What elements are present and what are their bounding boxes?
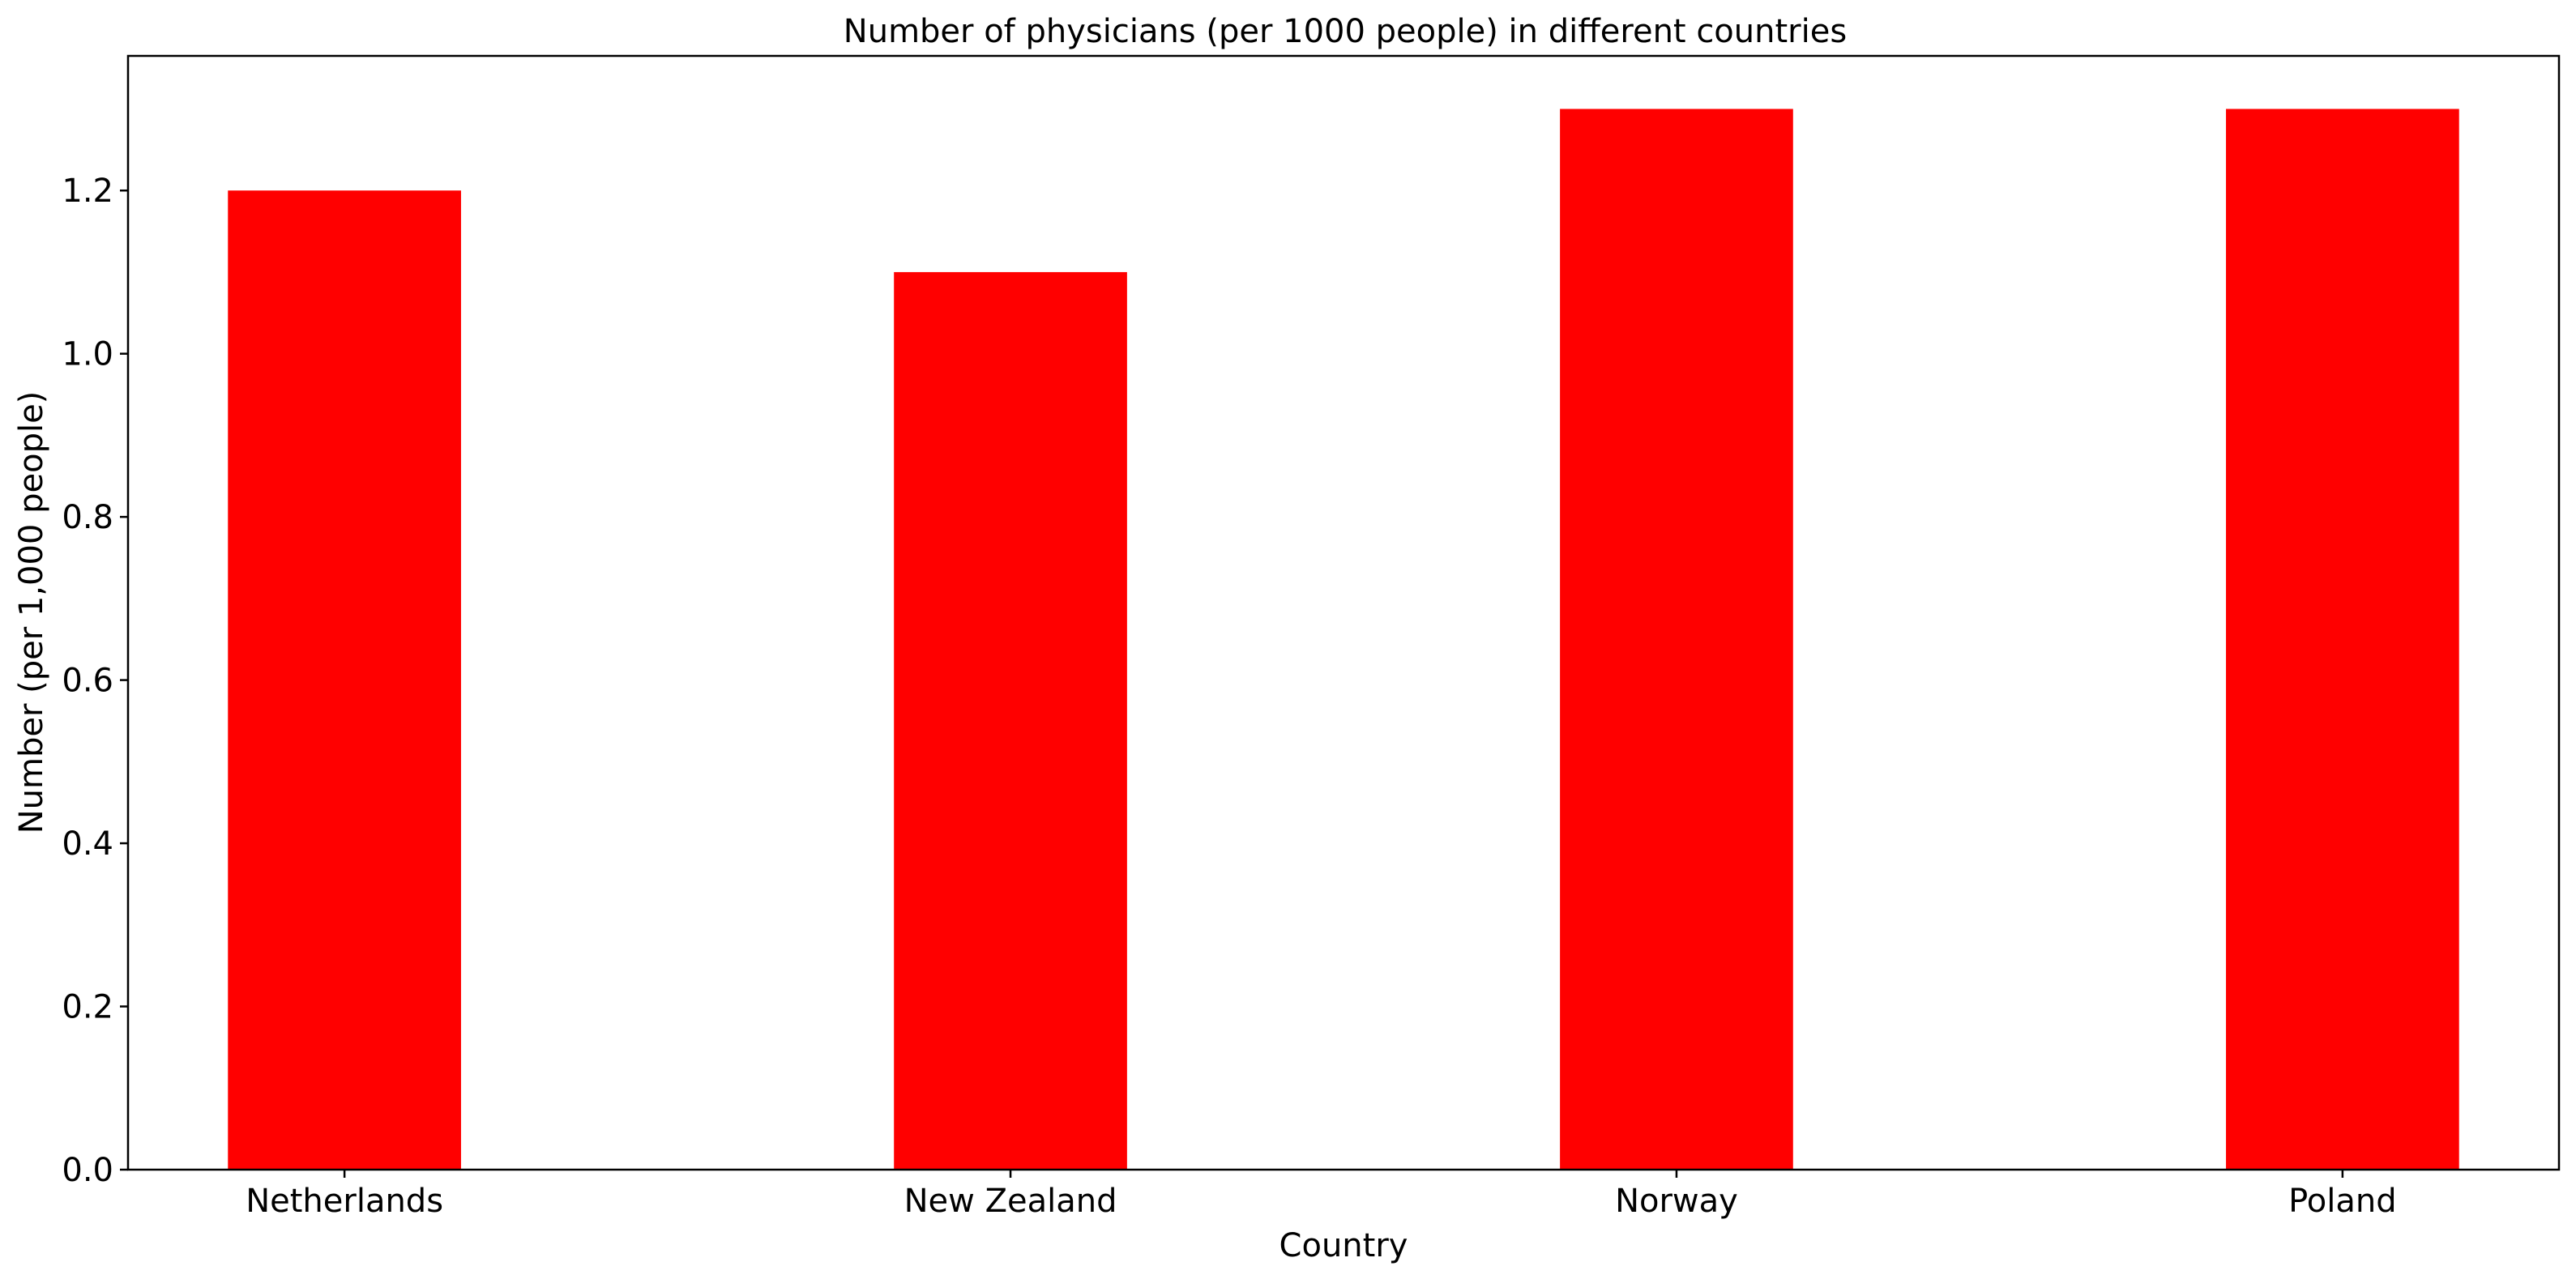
y-tick-label: 0.4 xyxy=(62,825,113,863)
y-tick-label: 1.0 xyxy=(62,336,113,373)
y-tick-label: 0.2 xyxy=(62,989,113,1026)
y-axis-ticks: 0.0 0.2 0.4 0.6 0.8 1.0 1.2 xyxy=(62,173,128,1189)
y-axis-label: Number (per 1,000 people) xyxy=(13,391,50,834)
x-tick-label: Netherlands xyxy=(246,1183,443,1220)
chart-title: Number of physicians (per 1000 people) i… xyxy=(844,13,1847,50)
y-tick-label: 1.2 xyxy=(62,173,113,210)
x-tick-label: New Zealand xyxy=(904,1183,1117,1220)
bar-new-zealand xyxy=(894,271,1127,1170)
x-axis-label: Country xyxy=(1279,1227,1408,1264)
y-tick-label: 0.0 xyxy=(62,1152,113,1189)
bar-norway xyxy=(1560,109,1793,1170)
x-tick-label: Poland xyxy=(2288,1183,2397,1220)
y-tick-label: 0.8 xyxy=(62,499,113,536)
bar-poland xyxy=(2226,109,2459,1170)
x-tick-label: Norway xyxy=(1615,1183,1738,1220)
plot-area-frame xyxy=(126,54,2561,1171)
bars-group xyxy=(228,109,2459,1170)
y-tick-label: 0.6 xyxy=(62,663,113,700)
x-axis-ticks: Netherlands New Zealand Norway Poland xyxy=(246,1170,2397,1220)
bar-netherlands xyxy=(228,190,461,1170)
